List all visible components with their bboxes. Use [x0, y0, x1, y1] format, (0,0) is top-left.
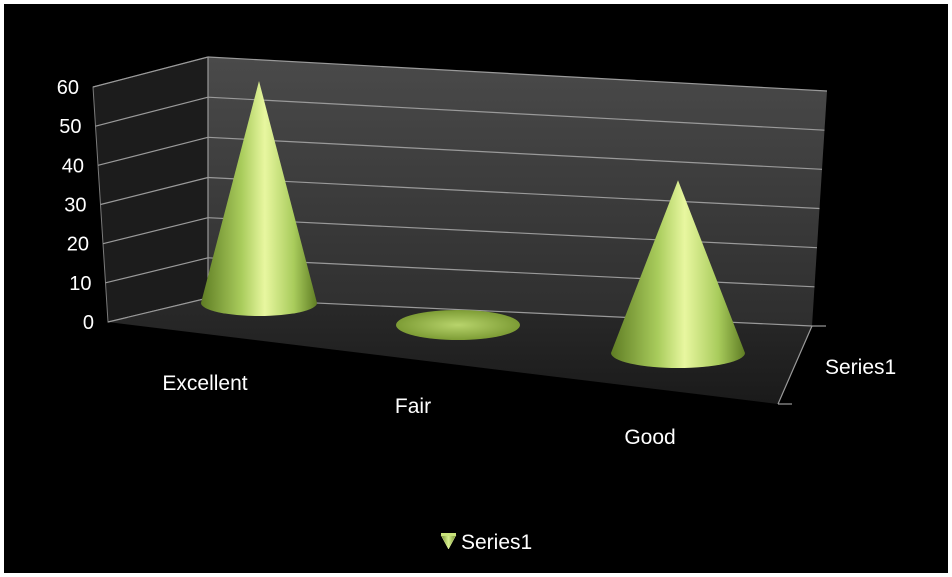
gridline-side-50	[95, 96, 209, 127]
cone-body	[201, 81, 317, 316]
gridline-side-40	[97, 136, 209, 166]
gridline-back-50	[207, 96, 825, 131]
cone-body	[611, 180, 745, 368]
cone-good	[611, 180, 745, 368]
y-tick-label: 10	[69, 273, 91, 295]
gridline-side-20	[102, 217, 209, 245]
category-label: Fair	[395, 395, 431, 418]
y-axis-ticks: 0 10 20 30 40 50 60	[57, 77, 94, 334]
cone-base	[396, 310, 520, 340]
gridline-back-20	[207, 217, 818, 249]
cone-fair	[396, 310, 520, 340]
y-tick-label: 0	[83, 312, 94, 334]
legend-swatch-base	[441, 533, 456, 536]
y-tick-label: 60	[57, 77, 79, 99]
cone-excellent	[201, 81, 317, 316]
y-tick-label: 30	[64, 195, 86, 217]
category-label: Excellent	[162, 372, 247, 395]
gridline-side-10	[105, 257, 209, 284]
gridline-back-60	[207, 56, 828, 92]
gridline-side-0	[107, 297, 209, 323]
category-label: Good	[624, 426, 675, 449]
legend-swatch-series1	[440, 534, 457, 550]
gridline-side-60	[92, 56, 209, 88]
gridline-back-40	[207, 136, 823, 170]
depth-axis-label: Series1	[825, 356, 896, 379]
y-tick-label: 40	[62, 155, 84, 177]
y-tick-label: 50	[59, 116, 81, 138]
category-labels: Excellent Fair Good	[162, 372, 675, 449]
depth-axis-line	[777, 325, 813, 405]
legend-entry-series1: Series1	[461, 531, 532, 554]
gridline-back-30	[207, 176, 820, 210]
cones	[201, 81, 745, 368]
gridline-side-30	[100, 176, 209, 206]
legend: Series1	[440, 531, 532, 554]
y-tick-label: 20	[67, 234, 89, 256]
